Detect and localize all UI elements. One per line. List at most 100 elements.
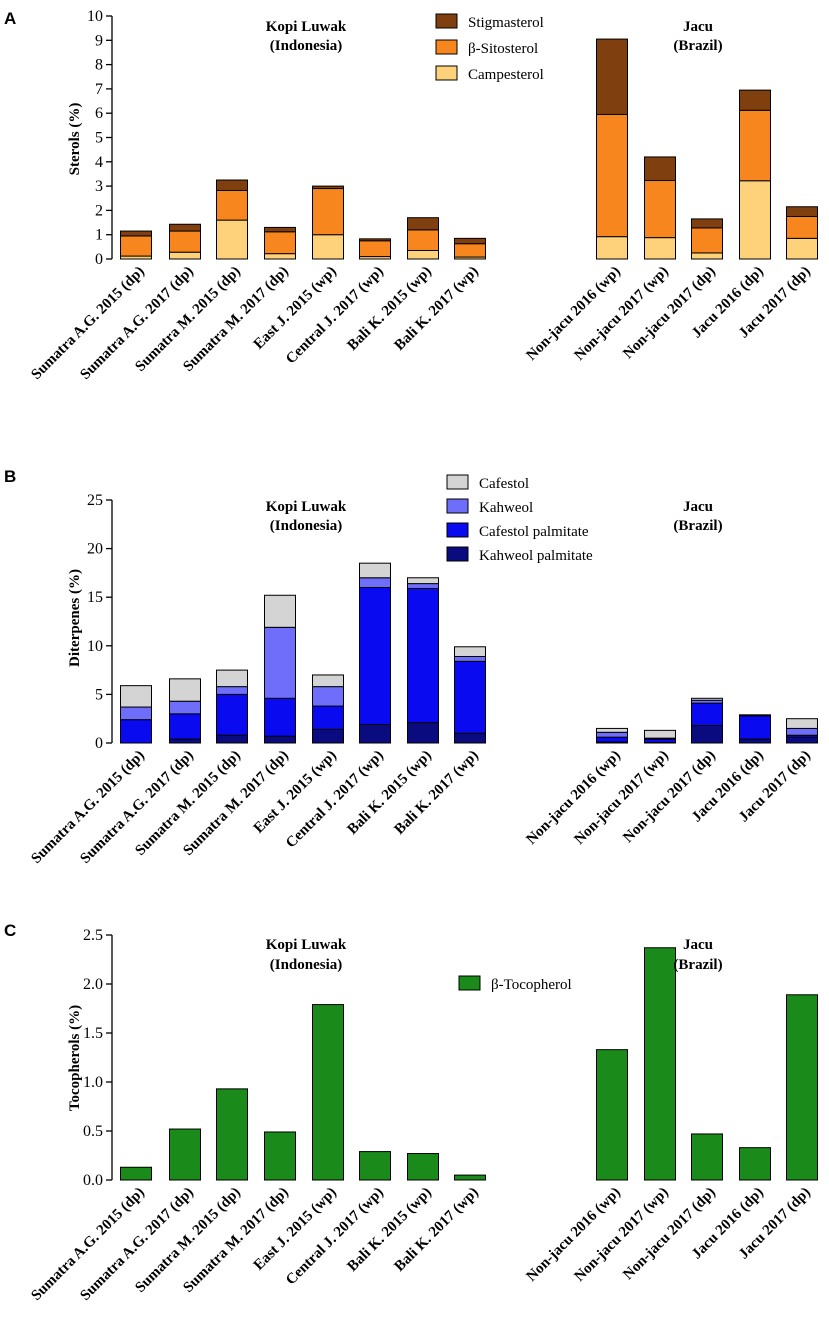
bar-cafestol-bali-k-2017-wp	[454, 646, 486, 657]
legend-label-campesterol: Campesterol	[468, 67, 544, 83]
bar-kahweol-non-jacu-2016-wp	[596, 731, 628, 738]
legend-swatch-cafestol-palmitate	[446, 522, 469, 538]
bar-tocopherol-sumatra-a-g-2015-dp	[120, 1166, 152, 1181]
y-tick-label: 2.0	[83, 976, 103, 993]
bar-tocopherol-sumatra-a-g-2017-dp	[169, 1128, 201, 1181]
bar-tocopherol-non-jacu-2017-dp	[691, 1133, 723, 1181]
bar-cafestol-palmitate-east-j-2015-wp	[312, 705, 344, 730]
y-tick-label: 2	[95, 202, 103, 219]
panel-b-legend: Cafestol Kahweol Cafestol palmitate Kahweol…	[446, 474, 593, 564]
bar-kahweol-palmitate-jacu-2017-dp	[786, 736, 818, 744]
legend-swatch-tocopherol	[458, 975, 481, 991]
legend-label-stigmasterol: Stigmasterol	[468, 15, 544, 31]
bar-kahweol-jacu-2016-dp	[739, 714, 771, 717]
bar-campesterol-sumatra-a-g-2017-dp	[169, 251, 201, 260]
bar-kahweol-bali-k-2015-wp	[407, 583, 439, 589]
x-tick-label-bali-k-2015-wp: Bali K. 2015 (wp)	[345, 264, 435, 354]
bar-kahweol-palmitate-east-j-2015-wp	[312, 728, 344, 744]
bar-sitosterol-bali-k-2015-wp	[407, 229, 439, 251]
x-tick-label-non-jacu-2017-dp: Non-jacu 2017 (dp)	[620, 748, 719, 847]
x-tick-label-non-jacu-2016-wp: Non-jacu 2016 (wp)	[524, 748, 624, 848]
y-tick-label: 8	[95, 57, 103, 74]
bar-kahweol-sumatra-m-2015-dp	[216, 686, 248, 695]
x-tick-label-non-jacu-2016-wp: Non-jacu 2016 (wp)	[524, 1185, 624, 1285]
x-tick-label-bali-k-2017-wp: Bali K. 2017 (wp)	[392, 264, 482, 354]
bar-stigmasterol-sumatra-m-2017-dp	[264, 226, 296, 233]
bar-cafestol-palmitate-jacu-2016-dp	[739, 715, 771, 740]
bar-kahweol-jacu-2017-dp	[786, 727, 818, 736]
panel-c-legend: β-Tocopherol	[458, 975, 572, 993]
bar-sitosterol-bali-k-2017-wp	[454, 243, 486, 258]
y-tick-label: 0	[95, 251, 103, 268]
panel-letter-a: A	[4, 9, 16, 28]
bar-kahweol-palmitate-central-j-2017-wp	[359, 724, 391, 744]
x-tick-label-east-j-2015-wp: East J. 2015 (wp)	[251, 1185, 340, 1274]
bar-campesterol-east-j-2015-wp	[312, 234, 344, 260]
bar-sitosterol-sumatra-a-g-2015-dp	[120, 235, 152, 257]
y-tick-label: 3	[95, 178, 103, 195]
bar-stigmasterol-sumatra-m-2015-dp	[216, 179, 248, 191]
bar-cafestol-sumatra-a-g-2017-dp	[169, 678, 201, 702]
bar-sitosterol-jacu-2017-dp	[786, 215, 818, 239]
bar-tocopherol-non-jacu-2016-wp	[596, 1049, 628, 1181]
bar-cafestol-non-jacu-2017-dp	[691, 697, 723, 701]
legend-label-cafestol-palmitate: Cafestol palmitate	[479, 524, 589, 540]
bar-stigmasterol-jacu-2017-dp	[786, 206, 818, 217]
bar-kahweol-bali-k-2017-wp	[454, 655, 486, 662]
bar-kahweol-east-j-2015-wp	[312, 686, 344, 707]
panel-c-bars	[120, 947, 818, 1181]
bar-tocopherol-non-jacu-2017-wp	[644, 947, 676, 1181]
bar-sitosterol-sumatra-m-2015-dp	[216, 189, 248, 221]
bar-campesterol-sumatra-m-2017-dp	[264, 253, 296, 260]
panel-c-group-label-brazil: (Brazil)	[673, 957, 722, 973]
panel-c-y-axis-label: Tocopherols (%)	[67, 1005, 83, 1111]
y-tick-label: 0.5	[83, 1123, 103, 1140]
panel-letter-c: C	[4, 921, 16, 940]
legend-label-tocopherol: β-Tocopherol	[491, 977, 572, 993]
bar-cafestol-sumatra-m-2017-dp	[264, 594, 296, 628]
bar-cafestol-palmitate-bali-k-2017-wp	[454, 660, 486, 734]
bar-cafestol-palmitate-non-jacu-2017-wp	[644, 738, 676, 744]
panel-a-group-label-indonesia: (Indonesia)	[270, 38, 343, 54]
legend-label-sitosterol: β-Sitosterol	[468, 41, 538, 57]
y-tick-label: 1.5	[83, 1025, 103, 1042]
y-tick-label: 25	[87, 492, 103, 509]
bar-sitosterol-non-jacu-2016-wp	[596, 113, 628, 238]
panel-c-group-label-jacu: Jacu	[683, 937, 713, 953]
bar-campesterol-bali-k-2015-wp	[407, 249, 439, 260]
y-tick-label: 10	[87, 638, 103, 655]
panel-a-group-label-brazil: (Brazil)	[673, 38, 722, 54]
bar-cafestol-palmitate-bali-k-2015-wp	[407, 587, 439, 724]
panel-b-group-label-indonesia: (Indonesia)	[270, 518, 343, 534]
bar-campesterol-non-jacu-2017-dp	[691, 252, 723, 260]
bar-cafestol-bali-k-2015-wp	[407, 577, 439, 585]
y-tick-label: 5	[95, 130, 103, 147]
bar-sitosterol-east-j-2015-wp	[312, 188, 344, 236]
bar-sitosterol-sumatra-m-2017-dp	[264, 231, 296, 255]
bar-tocopherol-jacu-2017-dp	[786, 994, 818, 1181]
bar-cafestol-palmitate-sumatra-m-2015-dp	[216, 693, 248, 736]
x-tick-label-bali-k-2017-wp: Bali K. 2017 (wp)	[392, 748, 482, 838]
bar-stigmasterol-east-j-2015-wp	[312, 185, 344, 190]
panel-a-group-label-jacu: Jacu	[683, 19, 713, 35]
panel-b-group-label-kopi-luwak: Kopi Luwak	[266, 499, 347, 515]
bar-kahweol-palmitate-non-jacu-2017-dp	[691, 725, 723, 744]
panel-b-y-axis-label: Diterpenes (%)	[67, 569, 83, 667]
bar-stigmasterol-sumatra-a-g-2015-dp	[120, 230, 152, 237]
bar-kahweol-palmitate-sumatra-a-g-2017-dp	[169, 738, 201, 744]
bar-campesterol-jacu-2017-dp	[786, 237, 818, 260]
bar-kahweol-sumatra-m-2017-dp	[264, 626, 296, 699]
bar-cafestol-non-jacu-2016-wp	[596, 727, 628, 733]
bar-cafestol-non-jacu-2017-wp	[644, 729, 676, 739]
y-tick-label: 15	[87, 589, 103, 606]
bar-sitosterol-non-jacu-2017-wp	[644, 180, 676, 239]
panel-b-group-label-jacu: Jacu	[683, 499, 713, 515]
panel-c-group-label-indonesia: (Indonesia)	[270, 957, 343, 973]
y-tick-label: 1	[95, 227, 103, 244]
x-tick-label-bali-k-2015-wp: Bali K. 2015 (wp)	[345, 1185, 435, 1275]
legend-swatch-stigmasterol	[435, 13, 458, 29]
